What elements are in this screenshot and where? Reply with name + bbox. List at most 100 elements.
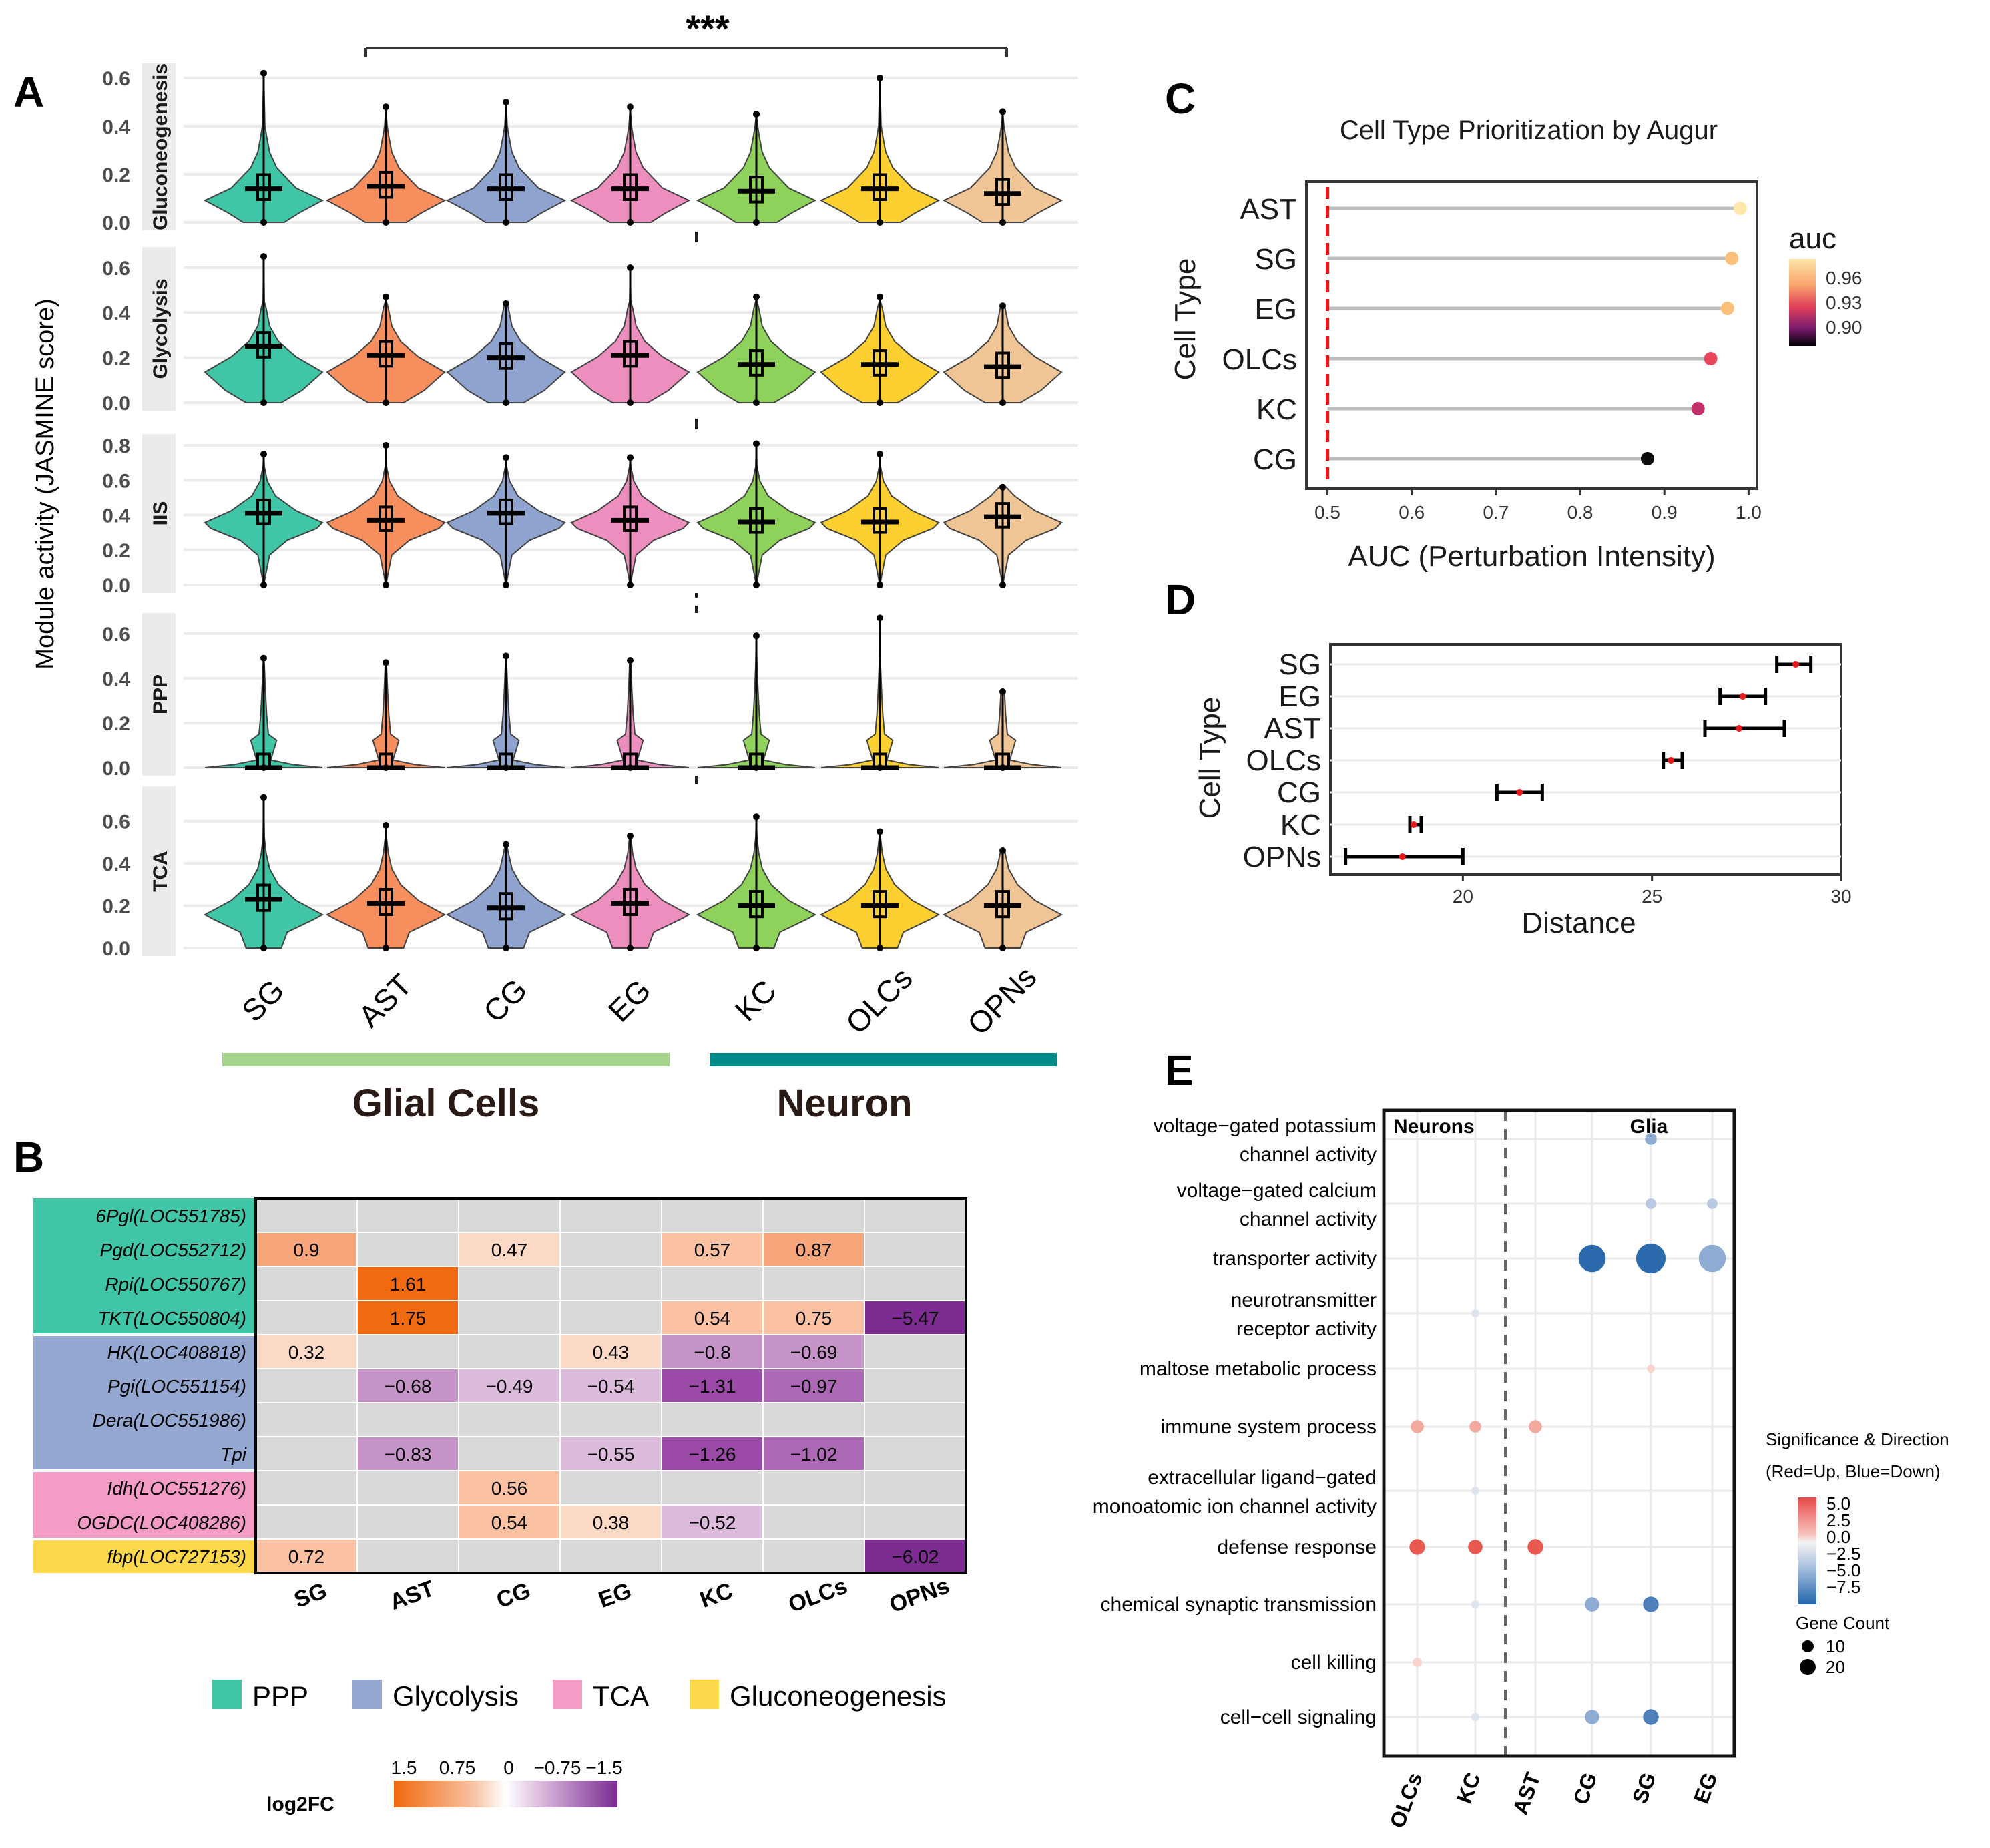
y-tick-label: 0.6 [102,624,130,646]
violin-outlier [383,442,389,449]
heatmap-cell [255,1368,358,1403]
term-label: monoatomic ion channel activity [1093,1495,1377,1518]
dot-point [1409,1539,1425,1555]
heatmap-cell [458,1538,561,1574]
heatmap-cell-value: 0.72 [288,1546,325,1567]
violin-outlier [627,264,634,271]
dot-point [1707,1198,1718,1209]
size-legend-dot [1800,1659,1816,1675]
heatmap-cell [661,1266,764,1301]
heatmap-cell [762,1402,865,1437]
violin-outlier [627,657,634,664]
heatmap-cell-value: −1.31 [689,1376,736,1397]
violin-outlier [627,399,634,406]
heatmap-cell [458,1334,561,1369]
sig-legend-tick: −7.5 [1826,1577,1860,1597]
sig-legend-tick: 2.5 [1826,1510,1850,1530]
x-tick-label: 25 [1642,886,1662,907]
violin-outlier [999,582,1006,588]
heatmap-cell [762,1232,865,1267]
heatmap-cell [661,1198,764,1233]
heatmap-cell-value: 0.54 [694,1308,731,1329]
x-tick-label-EG: EG [601,973,658,1029]
panel-b-heatmap: 6Pgl(LOC551785) Pgd(LOC552712) 0.9 0.47 0.57… [33,1197,967,1815]
heatmap-cell [762,1504,865,1540]
x-tick-label: 0.7 [1483,502,1509,523]
heatmap-cell-value: 0.9 [294,1240,320,1260]
heatmap-cell-value: 0.87 [796,1240,832,1260]
heatmap-cell [762,1266,865,1301]
violin-outlier [877,614,883,622]
y-tick-label: AST [1264,712,1321,745]
heatmap-cell [356,1266,459,1301]
violin-outlier [260,654,267,662]
violin-outlier [753,764,760,771]
x-axis-label: Distance [1521,907,1636,939]
heatmap-cell-value: 1.61 [390,1274,427,1295]
lollipop-point [1725,252,1739,265]
violin-outlier [999,847,1006,855]
log2fc-tick: −0.75 [534,1757,581,1778]
y-tick-label: KC [1256,393,1297,426]
gene-row-label: OGDC(LOC408286) [77,1512,246,1533]
heatmap-cell [661,1538,764,1574]
heatmap-cell [559,1538,662,1574]
dot-point [1527,1539,1543,1555]
sig-legend-tick: 5.0 [1826,1493,1850,1514]
dot-point [1413,1658,1422,1667]
heatmap-cell [458,1266,561,1301]
x-tick-label-CG: CG [477,972,534,1029]
y-tick-label: OLCs [1222,343,1297,376]
violin-outlier [627,764,634,771]
violin-outlier [877,451,883,458]
term-label: voltage−gated potassium [1154,1115,1377,1137]
gene-row-label: Dera(LOC551986) [93,1410,246,1431]
pathway-label-cell [33,1369,256,1403]
heatmap-cell [864,1266,967,1301]
plot-background [1384,1110,1734,1756]
panel-label-b: B [13,1133,44,1181]
y-tick-label: OPNs [1243,841,1321,873]
dot-col-label: EG [1689,1769,1722,1807]
y-tick-label: 0.6 [102,258,130,280]
y-tick-label: 0.4 [102,505,130,527]
heatmap-cell [255,1470,358,1506]
y-axis-label: Cell Type [1169,258,1202,381]
dot-point [1469,1421,1481,1433]
heatmap-cell-value: 0.57 [694,1240,731,1260]
glia-group-label: Glial Cells [352,1082,539,1125]
x-tick-label-KC: KC [728,973,783,1028]
facet-strip [142,613,176,776]
violin-outlier [753,111,760,118]
violin-outlier [627,103,634,111]
violin-outlier [627,832,634,839]
heatmap-cell [559,1334,662,1369]
violin-outlier [383,219,389,226]
gene-row-label: Pgd(LOC552712) [100,1240,246,1260]
heatmap-cell [255,1504,358,1540]
heatmap-col-label: OPNs [886,1573,953,1618]
term-label: transporter activity [1213,1248,1377,1270]
heatmap-col-label: AST [387,1576,438,1615]
heatmap-cell-value: −6.02 [892,1546,939,1567]
heatmap-cell [255,1198,358,1233]
heatmap-cell [559,1470,662,1506]
violin-outlier [503,945,509,951]
heatmap-cell [864,1334,967,1369]
pathway-legend-key [690,1680,719,1709]
heatmap-cell [762,1198,865,1233]
pathway-label-cell [33,1505,256,1539]
size-legend-title: Gene Count [1796,1613,1890,1633]
violin-outlier [383,293,389,300]
facet-strip [142,247,176,411]
heatmap-col-label: OLCs [785,1573,850,1618]
dot-point [1647,1365,1655,1373]
mean-point [1516,789,1523,796]
sig-legend-title: Significance & Direction [1766,1429,1949,1449]
heatmap-cell-value: −0.83 [385,1444,432,1465]
heatmap-cell [255,1300,358,1335]
mean-point [1668,757,1674,764]
sig-legend-subtitle: (Red=Up, Blue=Down) [1766,1461,1941,1481]
heatmap-cell-value: 0.75 [796,1308,832,1329]
gene-row-label: TKT(LOC550804) [97,1308,246,1329]
